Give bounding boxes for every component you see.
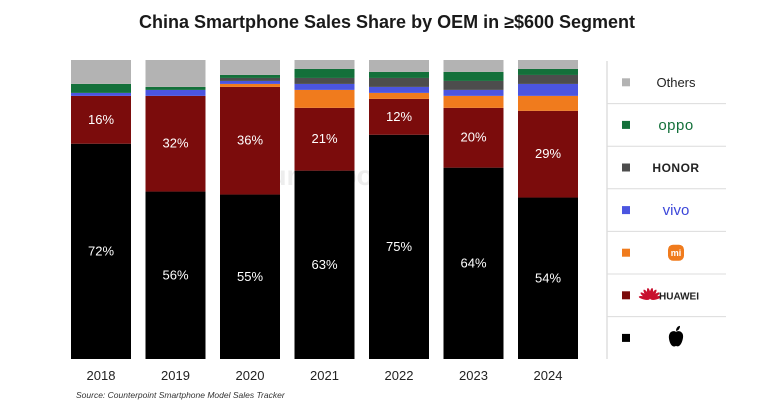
bar-segment — [294, 83, 355, 90]
legend-swatch — [622, 248, 630, 257]
bar-segment — [518, 74, 578, 84]
bar-segment — [369, 86, 429, 93]
bar-segment — [71, 143, 131, 359]
x-tick-label: 2021 — [310, 368, 339, 383]
legend-label: vivo — [663, 202, 690, 219]
bar-segment — [220, 74, 280, 78]
bar-data-label: 16% — [88, 112, 114, 127]
xiaomi-logo-icon: mi — [668, 244, 684, 261]
bar-segment — [294, 60, 355, 69]
bar-data-label: 20% — [460, 130, 486, 145]
bar-segment — [145, 60, 206, 87]
bar-segment — [220, 60, 280, 75]
bar-segment — [518, 110, 578, 198]
huawei-logo-icon — [638, 288, 662, 300]
bar-segment — [71, 92, 131, 96]
bar-data-label: 56% — [162, 267, 188, 282]
legend-label: HUAWEI — [659, 291, 699, 302]
bar-segment — [443, 89, 504, 96]
x-tick-label: 2024 — [534, 368, 563, 383]
bar-segment — [443, 71, 504, 81]
bar-data-label: 72% — [88, 243, 114, 258]
legend-swatch — [622, 163, 630, 172]
chart-source: Source: Counterpoint Smartphone Model Sa… — [76, 390, 285, 400]
bar-segment — [220, 80, 280, 84]
bar-segment — [71, 95, 131, 144]
legend-swatch — [622, 120, 630, 129]
apple-logo-icon — [668, 325, 684, 347]
bar-segment — [71, 60, 131, 84]
bar-segment — [294, 170, 355, 359]
x-tick-label: 2023 — [459, 368, 488, 383]
legend-swatch — [622, 78, 630, 87]
legend-swatch — [622, 333, 630, 342]
bar-segment — [518, 60, 578, 69]
bar-segment — [220, 77, 280, 81]
bar-data-label: 29% — [535, 146, 561, 161]
legend-label: Others — [656, 75, 696, 90]
bar-segment — [145, 95, 206, 192]
bar-segment — [369, 134, 429, 359]
x-tick-label: 2018 — [87, 368, 116, 383]
bar-segment — [443, 167, 504, 359]
bar-segment — [369, 92, 429, 99]
bar-segment — [443, 60, 504, 72]
bar-segment — [443, 95, 504, 108]
bar-segment — [369, 60, 429, 72]
x-tick-label: 2019 — [161, 368, 190, 383]
bar-segment — [518, 68, 578, 75]
bar-segment — [145, 86, 206, 90]
bar-data-label: 32% — [162, 136, 188, 151]
x-tick-label: 2020 — [236, 368, 265, 383]
bar-segment — [518, 197, 578, 359]
bar-data-label: 12% — [386, 109, 412, 124]
bar-segment — [443, 107, 504, 168]
legend-label: oppo — [658, 117, 693, 134]
bar-segment — [369, 98, 429, 135]
bar-segment — [294, 107, 355, 171]
bar-data-label: 55% — [237, 269, 263, 284]
bar-segment — [220, 194, 280, 359]
bar-segment — [369, 71, 429, 78]
bar-segment — [145, 191, 206, 359]
bar-data-label: 54% — [535, 270, 561, 285]
bar-segment — [518, 95, 578, 111]
bar-data-label: 63% — [311, 257, 337, 272]
legend-label: HONOR — [652, 161, 699, 175]
legend-swatch — [622, 206, 630, 215]
bar-segment — [145, 89, 206, 96]
svg-text:mi: mi — [671, 248, 682, 258]
bar-segment — [369, 77, 429, 87]
bar-segment — [294, 68, 355, 78]
bar-segment — [294, 89, 355, 108]
legend-swatch — [622, 291, 630, 300]
bar-segment — [220, 83, 280, 87]
bar-segment — [71, 83, 131, 93]
x-tick-label: 2022 — [385, 368, 414, 383]
bar-data-label: 64% — [460, 255, 486, 270]
bar-segment — [294, 77, 355, 84]
chart-title: China Smartphone Sales Share by OEM in ≥… — [138, 12, 636, 32]
bar-segment — [443, 80, 504, 90]
bar-segment — [220, 86, 280, 195]
bar-segment — [518, 83, 578, 96]
bar-data-label: 21% — [311, 131, 337, 146]
bar-data-label: 36% — [237, 133, 263, 148]
bar-data-label: 75% — [386, 239, 412, 254]
